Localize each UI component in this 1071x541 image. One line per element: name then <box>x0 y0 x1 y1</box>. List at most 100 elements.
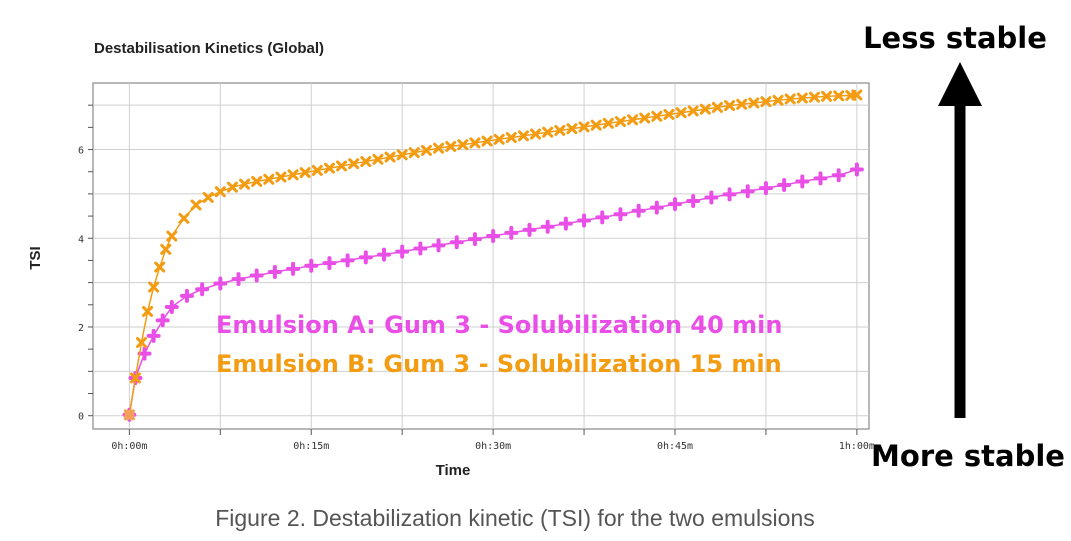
figure-caption: Figure 2. Destabilization kinetic (TSI) … <box>215 505 815 531</box>
data-point <box>613 207 628 222</box>
data-point <box>287 169 299 181</box>
data-point <box>457 139 469 151</box>
data-point <box>358 250 373 265</box>
more-stable-label: More stable <box>871 439 1065 473</box>
legend-emulsion-b: Emulsion B: Gum 3 - Solubilization 15 mi… <box>216 350 782 378</box>
data-point <box>831 168 846 183</box>
data-point <box>164 300 179 315</box>
data-point <box>554 124 566 136</box>
data-point <box>724 100 736 112</box>
data-point <box>286 261 301 276</box>
data-point <box>336 160 348 172</box>
data-point <box>226 181 238 193</box>
data-point <box>214 186 226 198</box>
y-tick-label: 6 <box>78 146 84 157</box>
x-tick-label: 0h:45m <box>657 441 693 452</box>
data-point <box>348 158 360 170</box>
data-point <box>384 151 396 163</box>
data-point <box>179 288 194 303</box>
data-point <box>449 235 464 250</box>
data-point <box>651 110 663 122</box>
data-point <box>813 171 828 186</box>
data-point <box>748 97 760 109</box>
data-point <box>275 171 287 183</box>
y-tick-label: 4 <box>78 234 84 245</box>
data-point <box>202 191 214 203</box>
data-point <box>504 225 519 240</box>
data-point <box>467 232 482 247</box>
data-point <box>796 92 808 104</box>
data-point <box>517 130 529 142</box>
data-point <box>699 103 711 115</box>
data-point <box>505 132 517 144</box>
data-point <box>413 241 428 256</box>
data-point <box>639 112 651 124</box>
data-point <box>251 175 263 187</box>
data-point <box>146 328 161 343</box>
data-point <box>722 187 737 202</box>
data-point <box>142 305 154 317</box>
data-point <box>578 121 590 133</box>
data-point <box>267 264 282 279</box>
data-point <box>833 90 845 102</box>
data-point <box>148 281 160 293</box>
data-point <box>760 96 772 108</box>
data-point <box>663 108 675 120</box>
data-point <box>213 276 228 291</box>
data-point <box>614 116 626 128</box>
x-axis-label: Time <box>436 462 471 479</box>
data-point <box>668 197 682 212</box>
series-emulsion-a <box>122 162 864 422</box>
data-point <box>396 149 408 161</box>
x-tick-label: 0h:00m <box>111 441 147 452</box>
data-point <box>649 200 664 215</box>
data-point <box>231 272 246 287</box>
data-point <box>420 144 432 156</box>
data-point <box>736 98 748 110</box>
legend-emulsion-a: Emulsion A: Gum 3 - Solubilization 40 mi… <box>216 311 782 339</box>
data-point <box>377 247 391 262</box>
data-point <box>304 258 319 273</box>
data-point <box>136 337 147 348</box>
data-point <box>166 230 178 242</box>
data-point <box>784 93 796 105</box>
data-point <box>486 229 501 244</box>
data-point <box>740 184 755 199</box>
data-point <box>178 212 190 224</box>
x-tick-label: 0h:15m <box>293 441 329 452</box>
data-point <box>299 167 311 179</box>
data-point <box>758 181 773 196</box>
y-axis-label: TSI <box>27 246 44 269</box>
data-point <box>849 162 864 177</box>
data-point <box>851 89 863 101</box>
data-point <box>808 91 820 103</box>
less-stable-label: Less stable <box>863 21 1047 55</box>
data-point <box>160 243 172 255</box>
data-point <box>493 133 505 145</box>
data-point <box>795 174 810 189</box>
data-point <box>372 153 384 165</box>
data-point <box>408 147 420 159</box>
x-tick-label: 0h:30m <box>475 441 511 452</box>
x-tick-label: 1h:00m <box>839 441 875 452</box>
data-point <box>481 135 493 147</box>
data-point <box>249 268 264 283</box>
data-point <box>675 107 687 119</box>
data-point <box>190 199 202 211</box>
y-tick-label: 0 <box>78 412 84 423</box>
data-point <box>311 164 323 176</box>
data-point <box>360 156 372 168</box>
origin-point <box>124 409 135 420</box>
data-point <box>631 203 646 218</box>
data-point <box>239 178 251 190</box>
data-point <box>154 261 166 273</box>
data-point <box>558 216 573 231</box>
data-point <box>322 256 337 271</box>
data-point <box>711 101 723 113</box>
data-point <box>530 128 542 140</box>
data-point <box>590 119 602 131</box>
data-point <box>445 140 457 152</box>
data-point <box>777 178 792 193</box>
data-point <box>687 105 699 117</box>
